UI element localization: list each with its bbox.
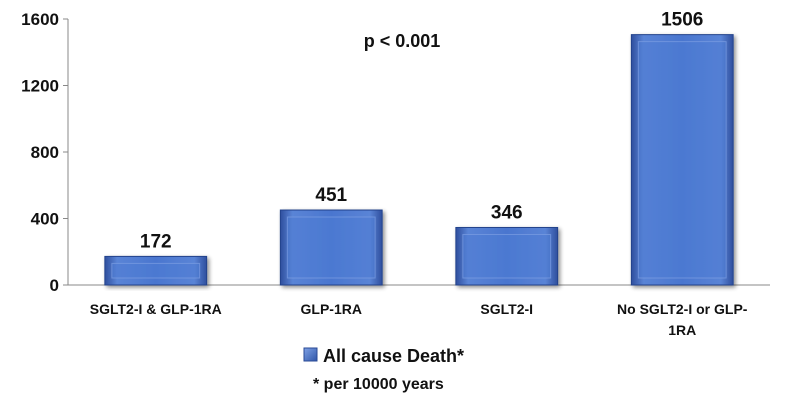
y-tick-label: 1600 [21,10,59,29]
y-tick-label: 0 [50,276,59,295]
bar-data-label: 451 [315,185,347,206]
bar-data-label: 346 [491,202,523,223]
bar-bevel [462,233,552,279]
footnote: * per 10000 years [313,376,444,393]
y-tick-label: 400 [31,210,59,229]
legend-swatch [303,347,318,362]
p-value-annotation: p < 0.001 [364,31,441,51]
y-tick-label: 800 [31,143,59,162]
bar-bevel [286,216,376,279]
x-tick-label: GLP-1RA [301,301,362,317]
bar-bevel [637,41,727,279]
legend-label: All cause Death* [323,346,464,366]
bar-data-label: 172 [140,231,172,252]
legend: All cause Death* [303,346,464,366]
x-tick-label: SGLT2-I [480,301,533,317]
bar-1 [104,255,208,286]
y-tick-label: 1200 [21,77,59,96]
x-tick-label: SGLT2-I & GLP-1RA [90,301,222,317]
bar-4 [630,34,734,286]
bar-3 [455,226,559,286]
bar-data-label: 1506 [661,10,703,31]
bar-bevel [111,262,201,279]
bar-2 [279,209,383,286]
x-tick-label: No SGLT2-I or GLP-1RA [617,301,748,338]
